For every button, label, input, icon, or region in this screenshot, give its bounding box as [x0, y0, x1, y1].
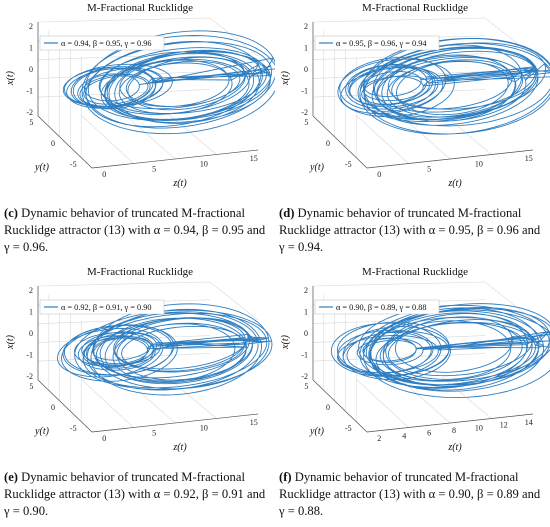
axis-label-horizontal: z(t)	[172, 178, 187, 189]
axis-label-horizontal: z(t)	[447, 178, 462, 189]
caption-text: Dynamic behavior of truncated M-fraction…	[4, 470, 266, 518]
tick-label: 15	[250, 154, 258, 163]
tick-label: -2	[26, 108, 33, 117]
tick-label: 5	[304, 118, 308, 127]
tick-label: 2	[304, 22, 308, 31]
tick-label: 12	[500, 421, 508, 430]
caption-label: (e)	[4, 470, 22, 484]
axis-label-vertical: x(t)	[5, 70, 16, 86]
tick-label: 8	[452, 426, 456, 435]
legend-label: α = 0.94, β = 0.95, γ = 0.96	[61, 39, 152, 48]
tick-label: 0	[326, 139, 330, 148]
tick-label: 5	[152, 165, 156, 174]
legend: α = 0.94, β = 0.95, γ = 0.96	[39, 35, 165, 51]
tick-label: 14	[525, 418, 533, 427]
tick-label: 1	[304, 308, 308, 317]
chart-title: M-Fractional Rucklidge	[361, 2, 468, 14]
caption-text: Dynamic behavior of truncated M-fraction…	[279, 206, 541, 254]
axis-label-depth: y(t)	[34, 426, 50, 437]
figure-caption: (e) Dynamic behavior of truncated M-frac…	[4, 469, 272, 520]
tick-label: 0	[29, 329, 33, 338]
tick-label: 0	[304, 65, 308, 74]
caption-label: (d)	[279, 206, 298, 220]
tick-label: -1	[26, 87, 33, 96]
tick-label: 6	[427, 429, 431, 438]
tick-label: 0	[102, 170, 106, 179]
tick-label: 5	[29, 382, 33, 391]
series-line	[62, 30, 275, 135]
tick-label: 0	[326, 403, 330, 412]
tick-label: 5	[304, 382, 308, 391]
tick-label: 10	[200, 159, 208, 168]
tick-label: -5	[345, 424, 352, 433]
legend-label: α = 0.95, β = 0.96, γ = 0.94	[336, 39, 427, 48]
tick-label: 5	[29, 118, 33, 127]
tick-label: 0	[51, 403, 55, 412]
axis-label-depth: y(t)	[309, 162, 325, 173]
tick-label: 0	[304, 329, 308, 338]
tick-label: -2	[26, 372, 33, 381]
legend-label: α = 0.92, β = 0.91, γ = 0.90	[61, 303, 152, 312]
tick-label: 5	[427, 165, 431, 174]
tick-label: 4	[402, 431, 406, 440]
tick-label: 5	[152, 429, 156, 438]
axis-label-horizontal: z(t)	[172, 442, 187, 453]
tick-label: -1	[26, 351, 33, 360]
tick-label: -5	[70, 424, 77, 433]
tick-label: -1	[301, 351, 308, 360]
caption-text: Dynamic behavior of truncated M-fraction…	[4, 206, 266, 254]
tick-label: 2	[377, 434, 381, 443]
tick-label: 1	[304, 44, 308, 53]
chart-title: M-Fractional Rucklidge	[86, 2, 193, 14]
tick-label: 2	[29, 286, 33, 295]
axis-label-vertical: x(t)	[5, 334, 16, 350]
tick-label: 10	[475, 159, 483, 168]
axis-label-depth: y(t)	[309, 426, 325, 437]
tick-label: 2	[29, 22, 33, 31]
caption-label: (f)	[279, 470, 295, 484]
caption-label: (c)	[4, 206, 22, 220]
tick-label: 0	[377, 170, 381, 179]
series-line	[337, 37, 550, 135]
tick-label: -5	[345, 160, 352, 169]
panel-c: M-Fractional Rucklidge 2 1 0 -1 -2 5 0 -5 0 5 10 15 x…	[0, 0, 275, 262]
tick-label: 1	[29, 308, 33, 317]
figure-caption: (d) Dynamic behavior of truncated M-frac…	[279, 205, 547, 256]
axis-label-horizontal: z(t)	[447, 442, 462, 453]
tick-label: 15	[250, 418, 258, 427]
tick-label: 1	[29, 44, 33, 53]
axis-label-vertical: x(t)	[280, 70, 291, 86]
series-line	[330, 303, 550, 399]
tick-label: 0	[51, 139, 55, 148]
series-line	[57, 303, 273, 396]
legend: α = 0.95, β = 0.96, γ = 0.94	[314, 35, 440, 51]
tick-label: 0	[102, 434, 106, 443]
figure-caption: (c) Dynamic behavior of truncated M-frac…	[4, 205, 272, 256]
legend: α = 0.90, β = 0.89, γ = 0.88	[314, 299, 440, 315]
tick-label: 10	[475, 423, 483, 432]
tick-label: 0	[29, 65, 33, 74]
chart-title: M-Fractional Rucklidge	[86, 266, 193, 278]
panel-d: M-Fractional Rucklidge 2 1 0 -1 -2 5 0 -5 0 5 10 15 x…	[275, 0, 550, 262]
tick-label: 15	[525, 154, 533, 163]
axis-label-vertical: x(t)	[280, 334, 291, 350]
legend: α = 0.92, β = 0.91, γ = 0.90	[39, 299, 165, 315]
panel-f: M-Fractional Rucklidge 2 1 0 -1 -2 5 0 -5 2 4 6 8 10 1…	[275, 264, 550, 526]
chart-title: M-Fractional Rucklidge	[361, 266, 468, 278]
plot-area: 210-1-250-52 4 6 8 10 12 14x(t)y(t)z(t)α = 0.9…	[280, 281, 550, 453]
axis-label-depth: y(t)	[34, 162, 50, 173]
panel-e: M-Fractional Rucklidge 2 1 0 -1 -2 5 0 -5 0 5 10 15 x…	[0, 264, 275, 526]
figure-caption: (f) Dynamic behavior of truncated M-frac…	[279, 469, 547, 520]
tick-label: -2	[301, 372, 308, 381]
tick-label: -2	[301, 108, 308, 117]
tick-label: -1	[301, 87, 308, 96]
legend-label: α = 0.90, β = 0.89, γ = 0.88	[336, 303, 427, 312]
tick-label: -5	[70, 160, 77, 169]
caption-text: Dynamic behavior of truncated M-fraction…	[279, 470, 541, 518]
tick-label: 10	[200, 423, 208, 432]
tick-label: 2	[304, 286, 308, 295]
